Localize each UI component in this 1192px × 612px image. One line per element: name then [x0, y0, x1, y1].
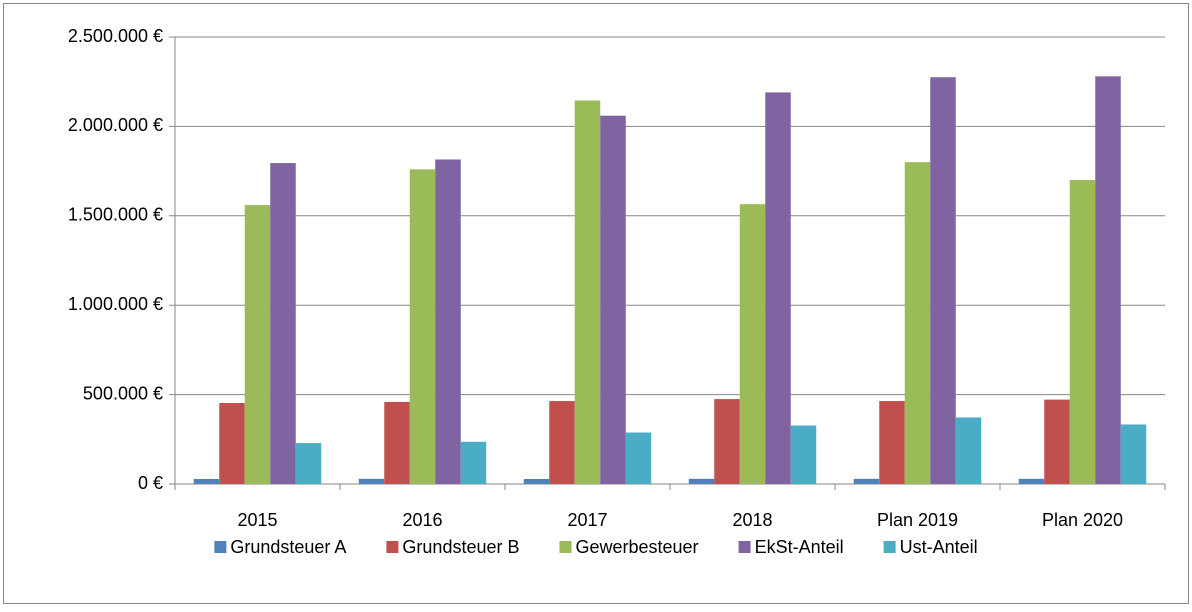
legend-label: Grundsteuer B [402, 537, 519, 557]
bar [765, 92, 791, 484]
bar [688, 478, 715, 484]
bar [955, 417, 982, 484]
bar [739, 204, 766, 485]
bar [1044, 399, 1070, 484]
bar [244, 205, 271, 484]
bar [790, 425, 817, 484]
legend-swatch [738, 541, 751, 553]
bar [295, 443, 322, 484]
bar [1018, 478, 1045, 484]
y-tick-label: 1.500.000 € [68, 205, 163, 225]
y-tick-label: 2.000.000 € [68, 115, 163, 135]
legend-swatch [559, 541, 572, 553]
x-tick-label: 2016 [402, 510, 442, 530]
x-tick-label: 2018 [732, 510, 772, 530]
bar [625, 432, 652, 484]
bar [193, 478, 220, 484]
bar [600, 115, 626, 484]
bar [270, 163, 296, 484]
legend-label: Ust-Anteil [900, 537, 978, 557]
bar [879, 401, 905, 484]
bar [574, 100, 601, 484]
bar [930, 77, 956, 484]
legend-label: EkSt-Anteil [755, 537, 844, 557]
y-tick-label: 2.500.000 € [68, 26, 163, 46]
bar [384, 401, 410, 484]
legend-swatch [883, 541, 896, 553]
y-tick-label: 1.000.000 € [68, 294, 163, 314]
bar [409, 169, 436, 484]
bar [853, 478, 880, 484]
y-tick-label: 0 € [138, 473, 163, 493]
legend-label: Gewerbesteuer [575, 537, 698, 557]
bar [460, 441, 487, 484]
bar [358, 478, 385, 484]
bar [904, 162, 931, 484]
bar [714, 399, 740, 484]
x-tick-label: 2017 [567, 510, 607, 530]
bar [523, 478, 550, 484]
x-tick-label: 2015 [237, 510, 277, 530]
bar [435, 159, 461, 484]
x-tick-label: Plan 2020 [1042, 510, 1123, 530]
y-tick-label: 500.000 € [83, 383, 163, 403]
legend-label: Grundsteuer A [230, 537, 346, 557]
bar [219, 403, 245, 484]
x-tick-label: Plan 2019 [877, 510, 958, 530]
bar [1069, 180, 1096, 485]
bar [549, 401, 575, 484]
bar [1120, 424, 1147, 484]
legend-swatch [386, 541, 399, 553]
legend-swatch [214, 541, 227, 553]
bar [1095, 76, 1121, 484]
